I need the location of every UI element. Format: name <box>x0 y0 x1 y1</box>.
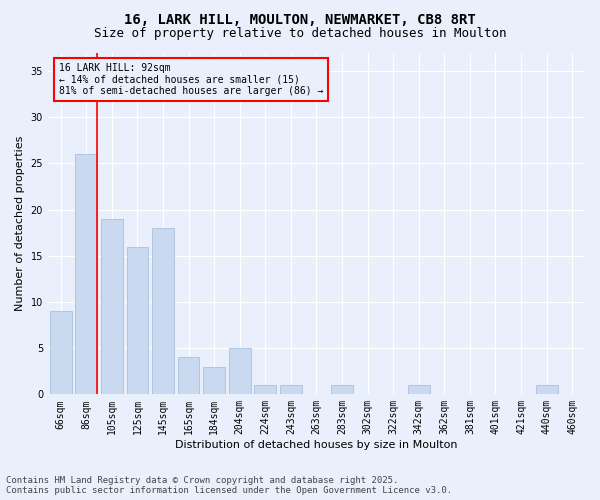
Bar <box>280 385 302 394</box>
Bar <box>203 366 225 394</box>
Bar <box>178 358 199 395</box>
Y-axis label: Number of detached properties: Number of detached properties <box>15 136 25 311</box>
Text: Size of property relative to detached houses in Moulton: Size of property relative to detached ho… <box>94 28 506 40</box>
Bar <box>229 348 251 395</box>
Bar <box>254 385 276 394</box>
Bar <box>152 228 174 394</box>
Text: 16 LARK HILL: 92sqm
← 14% of detached houses are smaller (15)
81% of semi-detach: 16 LARK HILL: 92sqm ← 14% of detached ho… <box>59 63 323 96</box>
Bar <box>101 219 123 394</box>
X-axis label: Distribution of detached houses by size in Moulton: Distribution of detached houses by size … <box>175 440 458 450</box>
Text: 16, LARK HILL, MOULTON, NEWMARKET, CB8 8RT: 16, LARK HILL, MOULTON, NEWMARKET, CB8 8… <box>124 12 476 26</box>
Bar <box>50 311 71 394</box>
Bar <box>536 385 557 394</box>
Bar <box>331 385 353 394</box>
Bar <box>127 246 148 394</box>
Bar <box>408 385 430 394</box>
Bar <box>76 154 97 394</box>
Text: Contains HM Land Registry data © Crown copyright and database right 2025.
Contai: Contains HM Land Registry data © Crown c… <box>6 476 452 495</box>
